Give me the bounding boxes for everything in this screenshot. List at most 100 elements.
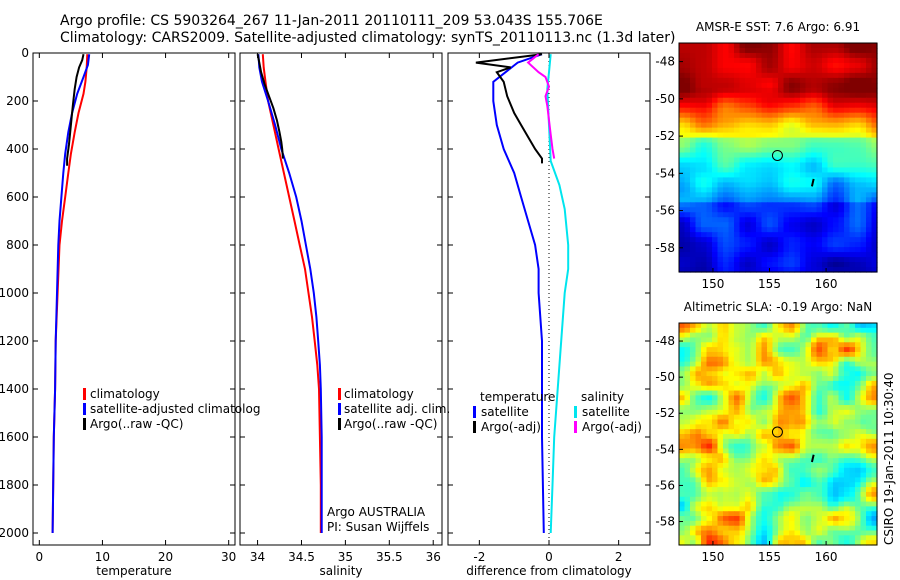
map-cell [871,371,878,377]
map-cell [811,43,818,49]
map-cell [690,535,697,541]
map-cell [789,438,796,445]
map-cell [767,182,774,188]
map-cell [695,530,702,536]
map-cell [679,462,686,469]
x-tick-label: 150 [701,550,724,564]
map-cell [789,47,796,54]
map-cell [816,132,823,139]
map-cell [756,122,763,129]
map-cell [816,356,823,363]
map-cell [701,177,708,183]
map-cell [822,327,829,334]
map-cell [833,177,840,183]
map-cell [816,227,823,233]
map-cell [767,390,774,396]
map-cell [833,395,840,401]
map-cell [767,434,774,440]
map-cell [712,487,719,493]
map-cell [723,467,730,474]
map-cell [827,337,834,343]
map-cell [745,252,752,258]
map-cell [833,453,840,459]
map-cell [778,197,785,203]
map-cell [827,491,834,498]
map-cell [860,419,867,425]
map-cell [789,371,796,377]
map-cell [728,419,735,425]
map-cell [761,424,768,430]
map-cell [767,132,774,139]
map-cell [844,257,851,263]
map-cell [706,443,713,450]
series-line [492,53,545,534]
map-cell [745,467,752,474]
map-cell [855,262,862,268]
map-cell [778,232,785,238]
map-cell [816,167,823,174]
map-cell [805,438,812,445]
map-cell [695,472,702,479]
map-cell [844,237,851,243]
map-cell [717,177,724,183]
map-cell [701,530,708,536]
map-cell [679,202,686,208]
map-cell [866,202,873,208]
map-cell [811,137,818,144]
map-cell [712,152,719,159]
map-cell [866,395,873,401]
map-cell [800,67,807,74]
x-tick-label: 20 [158,550,173,564]
map-cell [684,62,691,69]
map-cell [739,92,746,99]
map-cell [778,409,785,416]
map-cell [728,491,735,498]
map-cell [717,419,724,425]
map-cell [833,227,840,233]
map-cell [811,337,818,343]
map-cell [684,137,691,144]
map-cell [811,327,818,334]
map-cell [860,400,867,406]
map-cell [690,453,697,459]
map-cell [712,232,719,238]
map-cell [855,257,862,263]
map-cell [684,472,691,479]
map-cell [838,482,845,488]
map-cell [745,323,752,329]
map-cell [772,458,779,464]
map-cell [772,443,779,450]
map-cell [772,152,779,159]
map-cell [767,347,774,353]
map-cell [761,262,768,268]
map-cell [866,380,873,387]
map-cell [783,87,790,94]
map-cell [712,227,719,233]
map-cell [805,472,812,479]
map-cell [860,117,867,124]
map-cell [723,77,730,84]
map-cell [827,62,834,69]
map-cell [783,137,790,144]
map-cell [805,496,812,503]
map-cell [838,162,845,169]
map-cell [684,405,691,411]
map-cell [750,102,757,109]
map-cell [756,530,763,536]
map-cell [745,157,752,164]
map-cell [750,137,757,144]
legend-label: satellite-adjusted climatolog [90,402,260,416]
map-cell [800,137,807,144]
map-cell [701,337,708,343]
map-cell [690,43,697,49]
map-cell [789,127,796,134]
map-cell [756,448,763,454]
map-cell [844,491,851,498]
map-cell [712,82,719,89]
map-cell [695,323,702,329]
map-cell [701,347,708,353]
map-cell [827,429,834,435]
map-cell [800,376,807,382]
map-cell [761,395,768,401]
map-cell [695,92,702,99]
